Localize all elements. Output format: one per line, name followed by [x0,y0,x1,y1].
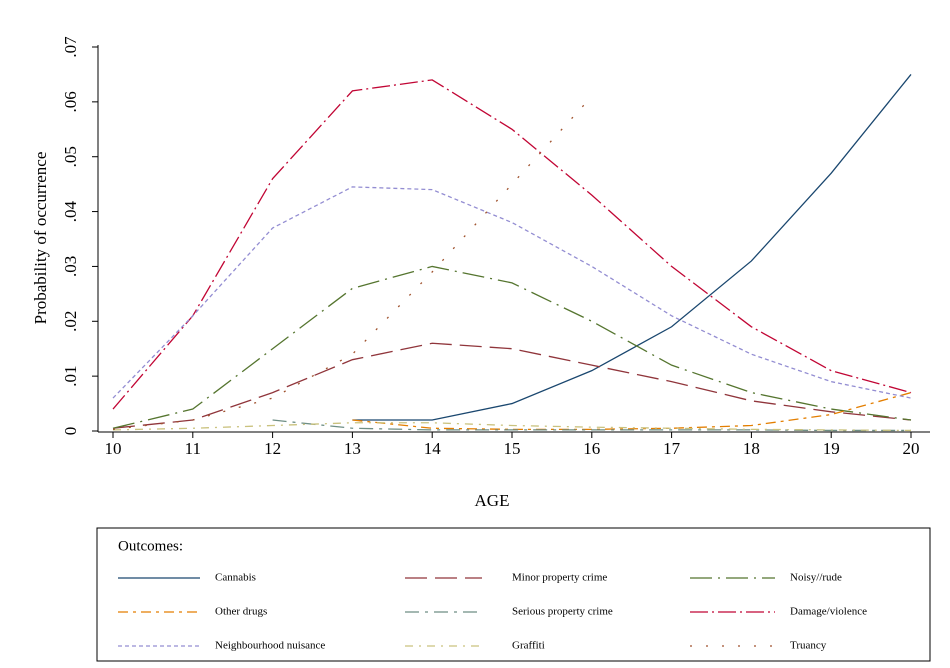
legend-label: Neighbourhood nuisance [215,640,325,652]
x-axis-title: AGE [475,491,510,510]
y-tick-label: .06 [61,91,80,112]
x-tick-label: 18 [743,439,760,458]
x-tick-label: 12 [264,439,281,458]
series-line [272,419,911,432]
legend-label: Other drugs [215,606,267,618]
x-tick-label: 14 [424,439,442,458]
y-tick-label: 0 [61,427,80,436]
legend-label: Graffiti [512,640,545,652]
x-tick-label: 17 [663,439,681,458]
x-tick-label: 19 [823,439,840,458]
legend-label: Noisy//rude [790,572,842,584]
series-line [352,74,912,421]
series-line [112,342,912,429]
x-tick-label: 20 [903,439,920,458]
y-tick-label: .05 [61,146,80,167]
y-axis-title: Probability of occurrence [31,152,50,325]
y-tick-label: .01 [61,366,80,387]
x-tick-label: 16 [583,439,600,458]
x-tick-label: 15 [504,439,521,458]
series-line [112,95,593,430]
legend-title: Outcomes: [118,538,183,554]
x-tick-label: 13 [344,439,361,458]
legend-label: Cannabis [215,572,256,584]
x-tick-label: 11 [185,439,201,458]
series-line [112,265,912,429]
y-tick-label: .03 [61,256,80,277]
x-tick-label: 10 [105,439,122,458]
y-tick-label: .07 [61,36,80,58]
y-tick-label: .04 [61,200,80,222]
legend-box [96,527,931,662]
legend-label: Truancy [790,640,827,652]
series-line [112,186,912,399]
legend-label: Damage/violence [790,606,867,618]
y-tick-label: .02 [61,311,80,332]
series-line [112,422,912,432]
series-line [112,79,912,410]
series-line [352,391,912,431]
legend-label: Minor property crime [512,572,607,584]
legend-label: Serious property crime [512,606,613,618]
